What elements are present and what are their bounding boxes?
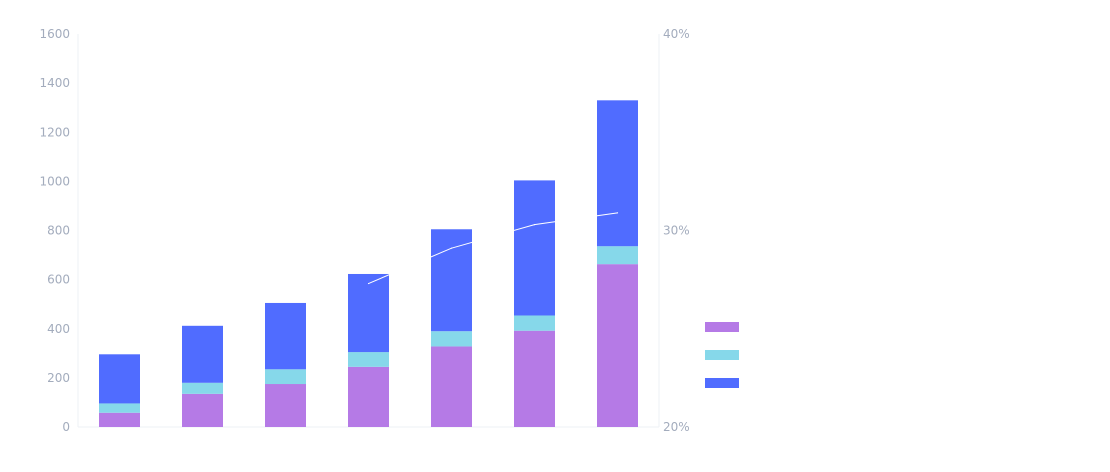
bar-segment[interactable] — [597, 246, 638, 265]
legend-swatch[interactable] — [705, 350, 739, 360]
y-tick-label: 0 — [62, 420, 70, 434]
line-point — [616, 212, 619, 214]
bar-segment[interactable] — [99, 403, 140, 413]
y-tick-label: 200 — [47, 371, 70, 385]
line-point — [367, 282, 370, 285]
y-tick-label: 1600 — [39, 27, 70, 41]
bar-segment[interactable] — [348, 273, 389, 353]
bar-segment[interactable] — [182, 325, 223, 383]
bar-segment[interactable] — [514, 330, 555, 427]
y-axis-ticks: 0 200 400 600 800 1000 1200 1400 1600 — [39, 27, 70, 434]
bar-segment[interactable] — [514, 180, 555, 316]
bar-segment[interactable] — [265, 369, 306, 385]
bar-segment[interactable] — [514, 315, 555, 331]
y2-tick-label: 20% — [663, 420, 690, 434]
y-tick-label: 800 — [47, 224, 70, 238]
y2-axis-ticks: 20% 30% 40% — [663, 27, 690, 434]
y2-tick-label: 40% — [663, 27, 690, 41]
bar-segment[interactable] — [99, 354, 140, 404]
y-tick-label: 1200 — [39, 125, 70, 139]
bar-segment[interactable] — [597, 100, 638, 247]
line-point — [533, 224, 536, 226]
bar-segment[interactable] — [265, 384, 306, 427]
bar-segment[interactable] — [431, 331, 472, 347]
y-tick-label: 1400 — [39, 76, 70, 90]
line-series — [367, 212, 619, 285]
y-tick-label: 400 — [47, 322, 70, 336]
bars — [99, 100, 638, 427]
bar-segment[interactable] — [182, 393, 223, 427]
bar-segment[interactable] — [431, 346, 472, 427]
bar-segment[interactable] — [265, 302, 306, 370]
bar-segment[interactable] — [348, 352, 389, 367]
bar-segment[interactable] — [431, 229, 472, 332]
bar-segment[interactable] — [348, 366, 389, 427]
bar-segment[interactable] — [99, 412, 140, 427]
line-point — [450, 247, 453, 249]
legend-swatch[interactable] — [705, 378, 739, 388]
legend-swatch[interactable] — [705, 322, 739, 332]
y-tick-label: 600 — [47, 273, 70, 287]
legend[interactable] — [705, 322, 739, 388]
line-series-path — [368, 212, 618, 285]
y-tick-label: 1000 — [39, 174, 70, 188]
bar-segment[interactable] — [597, 264, 638, 427]
y2-tick-label: 30% — [663, 224, 690, 238]
bar-segment[interactable] — [182, 382, 223, 394]
